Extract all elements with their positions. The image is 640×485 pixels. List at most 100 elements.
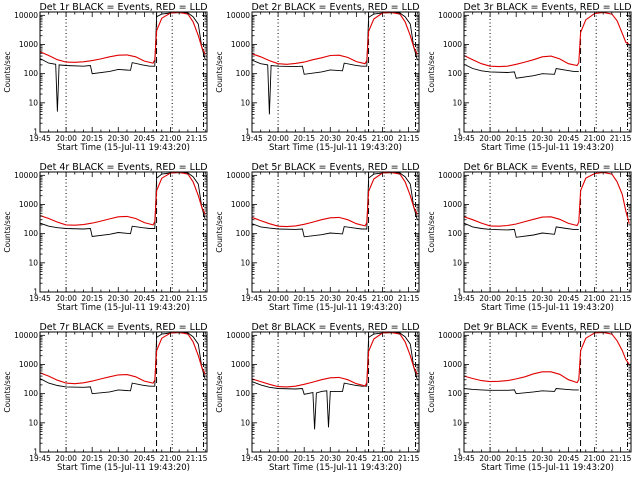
y-tick-label: 10000 xyxy=(438,171,462,180)
y-tick-label: 100 xyxy=(236,69,251,78)
x-tick-label: 21:00 xyxy=(372,454,394,463)
x-tick-label: 19:45 xyxy=(29,134,51,143)
x-tick-label: 21:00 xyxy=(584,134,606,143)
plot-frame xyxy=(39,331,208,453)
y-axis-label: Counts/sec xyxy=(427,211,436,252)
series-events xyxy=(464,388,579,395)
y-axis-label: Counts/sec xyxy=(3,211,12,252)
x-tick-label: 20:15 xyxy=(505,134,527,143)
panel-det-6: Det 6r BLACK = Events, RED = LLD 1 10 100 10… xyxy=(427,162,632,313)
y-tick-label: 100 xyxy=(236,389,251,398)
x-tick-label: 20:30 xyxy=(319,294,341,303)
x-tick-label: 21:00 xyxy=(584,454,606,463)
y-tick-label: 1 xyxy=(33,448,38,457)
series-events xyxy=(40,172,206,237)
x-tick-label: 21:00 xyxy=(160,134,182,143)
panel-title: Det 7r BLACK = Events, RED = LLD xyxy=(39,322,207,333)
x-tick-label: 20:00 xyxy=(55,134,77,143)
x-axis-label: Start Time (15-Jul-11 19:43:20) xyxy=(57,463,190,473)
x-tick-label: 20:45 xyxy=(346,134,368,143)
x-tick-label: 20:45 xyxy=(134,294,156,303)
x-tick-label: 21:15 xyxy=(186,134,208,143)
x-tick-label: 20:00 xyxy=(479,294,501,303)
y-tick-label: 1 xyxy=(245,128,250,137)
y-tick-label: 10 xyxy=(452,418,462,427)
y-axis-label: Counts/sec xyxy=(215,51,224,92)
x-tick-label: 20:45 xyxy=(558,454,580,463)
y-tick-label: 10 xyxy=(240,418,250,427)
x-tick-label: 21:15 xyxy=(398,454,420,463)
x-tick-label: 20:15 xyxy=(81,134,103,143)
series-lld xyxy=(252,12,418,65)
x-tick-label: 19:45 xyxy=(453,454,475,463)
y-tick-label: 1 xyxy=(457,128,462,137)
series-events xyxy=(464,63,579,79)
y-axis-label: Counts/sec xyxy=(215,371,224,412)
x-axis-label: Start Time (15-Jul-11 19:43:20) xyxy=(269,303,402,313)
x-tick-label: 20:45 xyxy=(346,454,368,463)
x-axis-label: Start Time (15-Jul-11 19:43:20) xyxy=(269,463,402,473)
panel-title: Det 5r BLACK = Events, RED = LLD xyxy=(251,162,419,173)
y-tick-label: 100 xyxy=(24,389,39,398)
series-lld xyxy=(464,172,630,227)
panel-title: Det 8r BLACK = Events, RED = LLD xyxy=(251,322,419,333)
y-tick-label: 10 xyxy=(240,98,250,107)
y-tick-label: 10 xyxy=(452,98,462,107)
plot-frame xyxy=(39,171,208,293)
plot-frame xyxy=(463,11,632,133)
panel-det-5: Det 5r BLACK = Events, RED = LLD 1 10 100 10… xyxy=(215,162,420,313)
y-axis-label: Counts/sec xyxy=(427,51,436,92)
x-tick-label: 21:15 xyxy=(610,134,632,143)
y-tick-label: 10000 xyxy=(226,11,250,20)
x-tick-label: 19:45 xyxy=(29,454,51,463)
y-tick-label: 10000 xyxy=(438,331,462,340)
y-tick-label: 1 xyxy=(33,288,38,297)
x-tick-label: 21:15 xyxy=(186,454,208,463)
x-tick-label: 20:45 xyxy=(346,294,368,303)
panel-title: Det 6r BLACK = Events, RED = LLD xyxy=(463,162,631,173)
x-tick-label: 19:45 xyxy=(453,294,475,303)
y-tick-label: 1000 xyxy=(19,40,38,49)
y-tick-label: 1000 xyxy=(231,360,250,369)
x-tick-label: 20:00 xyxy=(267,294,289,303)
y-axis-label: Counts/sec xyxy=(3,51,12,92)
series-events xyxy=(40,332,206,395)
y-tick-label: 1000 xyxy=(443,360,462,369)
x-tick-label: 19:45 xyxy=(453,134,475,143)
x-tick-label: 20:45 xyxy=(134,134,156,143)
y-tick-label: 100 xyxy=(236,229,251,238)
y-tick-label: 1000 xyxy=(443,200,462,209)
x-axis-label: Start Time (15-Jul-11 19:43:20) xyxy=(57,303,190,313)
series-lld xyxy=(252,332,418,388)
x-axis-label: Start Time (15-Jul-11 19:43:20) xyxy=(481,303,614,313)
y-tick-label: 100 xyxy=(448,389,463,398)
y-axis-label: Counts/sec xyxy=(427,371,436,412)
series-events xyxy=(252,332,418,430)
panel-title: Det 2r BLACK = Events, RED = LLD xyxy=(251,2,419,13)
x-tick-label: 20:00 xyxy=(55,294,77,303)
panel-title: Det 1r BLACK = Events, RED = LLD xyxy=(39,2,207,13)
y-tick-label: 1000 xyxy=(19,360,38,369)
panel-det-3: Det 3r BLACK = Events, RED = LLD 1 10 100 10… xyxy=(427,2,632,153)
panel-det-1: Det 1r BLACK = Events, RED = LLD 1 10 100 10… xyxy=(3,2,208,153)
x-tick-label: 20:15 xyxy=(293,454,315,463)
x-tick-label: 20:15 xyxy=(505,454,527,463)
y-tick-label: 10000 xyxy=(14,171,38,180)
y-tick-label: 1000 xyxy=(231,200,250,209)
y-tick-label: 10000 xyxy=(226,171,250,180)
panel-title: Det 9r BLACK = Events, RED = LLD xyxy=(463,322,631,333)
x-tick-label: 20:45 xyxy=(134,454,156,463)
panel-det-7: Det 7r BLACK = Events, RED = LLD 1 10 100 10… xyxy=(3,322,208,473)
y-tick-label: 100 xyxy=(448,229,463,238)
y-tick-label: 1000 xyxy=(19,200,38,209)
x-tick-label: 19:45 xyxy=(241,454,263,463)
y-tick-label: 100 xyxy=(24,69,39,78)
y-tick-label: 10000 xyxy=(226,331,250,340)
plot-frame xyxy=(39,11,208,133)
series-events xyxy=(464,222,579,238)
x-tick-label: 20:30 xyxy=(531,294,553,303)
y-tick-label: 10000 xyxy=(438,11,462,20)
panel-title: Det 3r BLACK = Events, RED = LLD xyxy=(463,2,631,13)
